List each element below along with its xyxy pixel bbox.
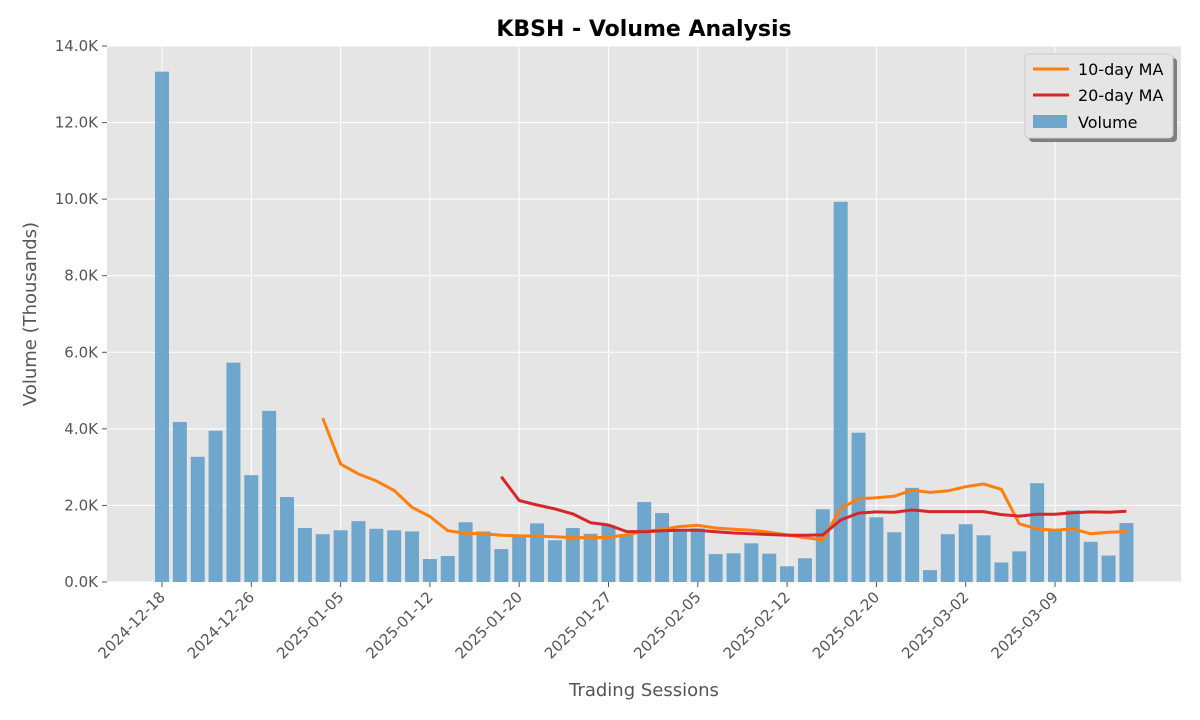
volume-bar: [476, 531, 491, 582]
volume-bar: [155, 71, 169, 582]
grid-lines: [107, 45, 1181, 583]
legend-label-20day-ma: 20-day MA: [1078, 86, 1163, 105]
volume-bar: [369, 528, 384, 582]
volume-bar: [262, 410, 277, 582]
volume-bar: [797, 558, 812, 582]
volume-bar: [315, 534, 330, 582]
volume-bar: [958, 524, 973, 582]
y-axis-label: Volume (Thousands): [20, 222, 41, 406]
volume-bar: [887, 532, 902, 582]
volume-bar: [833, 201, 848, 582]
volume-bar: [458, 522, 473, 582]
volume-bar: [1048, 529, 1062, 582]
y-tick-label: 0.0K: [64, 573, 99, 591]
y-tick-label: 4.0K: [64, 420, 99, 438]
y-tick-label: 12.0K: [55, 114, 99, 132]
volume-bar: [172, 421, 187, 582]
volume-bar: [619, 534, 634, 582]
volume-bar: [815, 509, 830, 582]
volume-bar: [601, 525, 616, 582]
volume-bar: [869, 517, 884, 582]
y-tick-label: 10.0K: [55, 190, 99, 208]
volume-bar: [726, 553, 741, 582]
volume-bar: [565, 528, 580, 582]
volume-bar: [547, 540, 562, 582]
volume-bar: [637, 501, 652, 582]
volume-bar: [226, 362, 241, 582]
ma10-line: [321, 417, 1127, 542]
volume-bar: [672, 529, 687, 582]
ma20-line: [500, 475, 1127, 537]
volume-bar: [762, 553, 777, 582]
volume-bar: [1065, 510, 1080, 582]
chart-title: KBSH - Volume Analysis: [496, 17, 791, 42]
volume-bar: [244, 475, 259, 582]
y-tick-label: 6.0K: [64, 343, 99, 361]
volume-bar: [530, 523, 545, 582]
volume-bar: [405, 531, 420, 582]
volume-bar: [780, 566, 795, 582]
volume-bar: [655, 513, 670, 582]
moving-average-lines: [321, 417, 1127, 542]
legend: 10-day MA 20-day MA Volume: [1024, 53, 1177, 142]
volume-bar: [422, 559, 437, 582]
volume-bar: [190, 456, 205, 582]
volume-bar: [905, 487, 920, 582]
volume-bar: [583, 533, 598, 582]
legend-label-volume: Volume: [1078, 113, 1138, 132]
volume-bar: [994, 562, 1009, 582]
y-tick-label: 8.0K: [64, 267, 99, 285]
volume-bar: [387, 530, 402, 582]
volume-bar: [351, 521, 366, 582]
x-axis-label: Trading Sessions: [568, 680, 719, 701]
volume-bar: [1083, 541, 1098, 582]
volume-bar: [333, 530, 348, 582]
volume-bar: [708, 554, 723, 582]
volume-bar: [440, 555, 455, 582]
volume-bar: [976, 535, 991, 582]
legend-label-10day-ma: 10-day MA: [1078, 60, 1163, 79]
y-axis-ticks: 0.0K 2.0K 4.0K 6.0K 8.0K 10.0K 12.0K 14.0K: [55, 37, 107, 591]
volume-bar: [851, 432, 866, 582]
volume-bar: [1030, 483, 1045, 582]
volume-bars: [155, 71, 1134, 582]
legend-swatch-volume: [1033, 115, 1067, 128]
volume-bar: [297, 528, 312, 582]
volume-bar: [922, 570, 937, 582]
y-tick-label: 2.0K: [64, 496, 99, 514]
volume-bar: [512, 535, 527, 582]
y-tick-label: 14.0K: [55, 37, 99, 55]
volume-bar: [280, 497, 295, 582]
volume-bar: [690, 528, 705, 582]
volume-bar: [940, 534, 955, 582]
volume-bar: [1012, 551, 1027, 582]
volume-bar: [494, 549, 509, 582]
volume-bar: [1119, 523, 1134, 582]
volume-bar: [1101, 555, 1116, 582]
volume-bar: [744, 543, 759, 582]
volume-bar: [208, 430, 223, 582]
